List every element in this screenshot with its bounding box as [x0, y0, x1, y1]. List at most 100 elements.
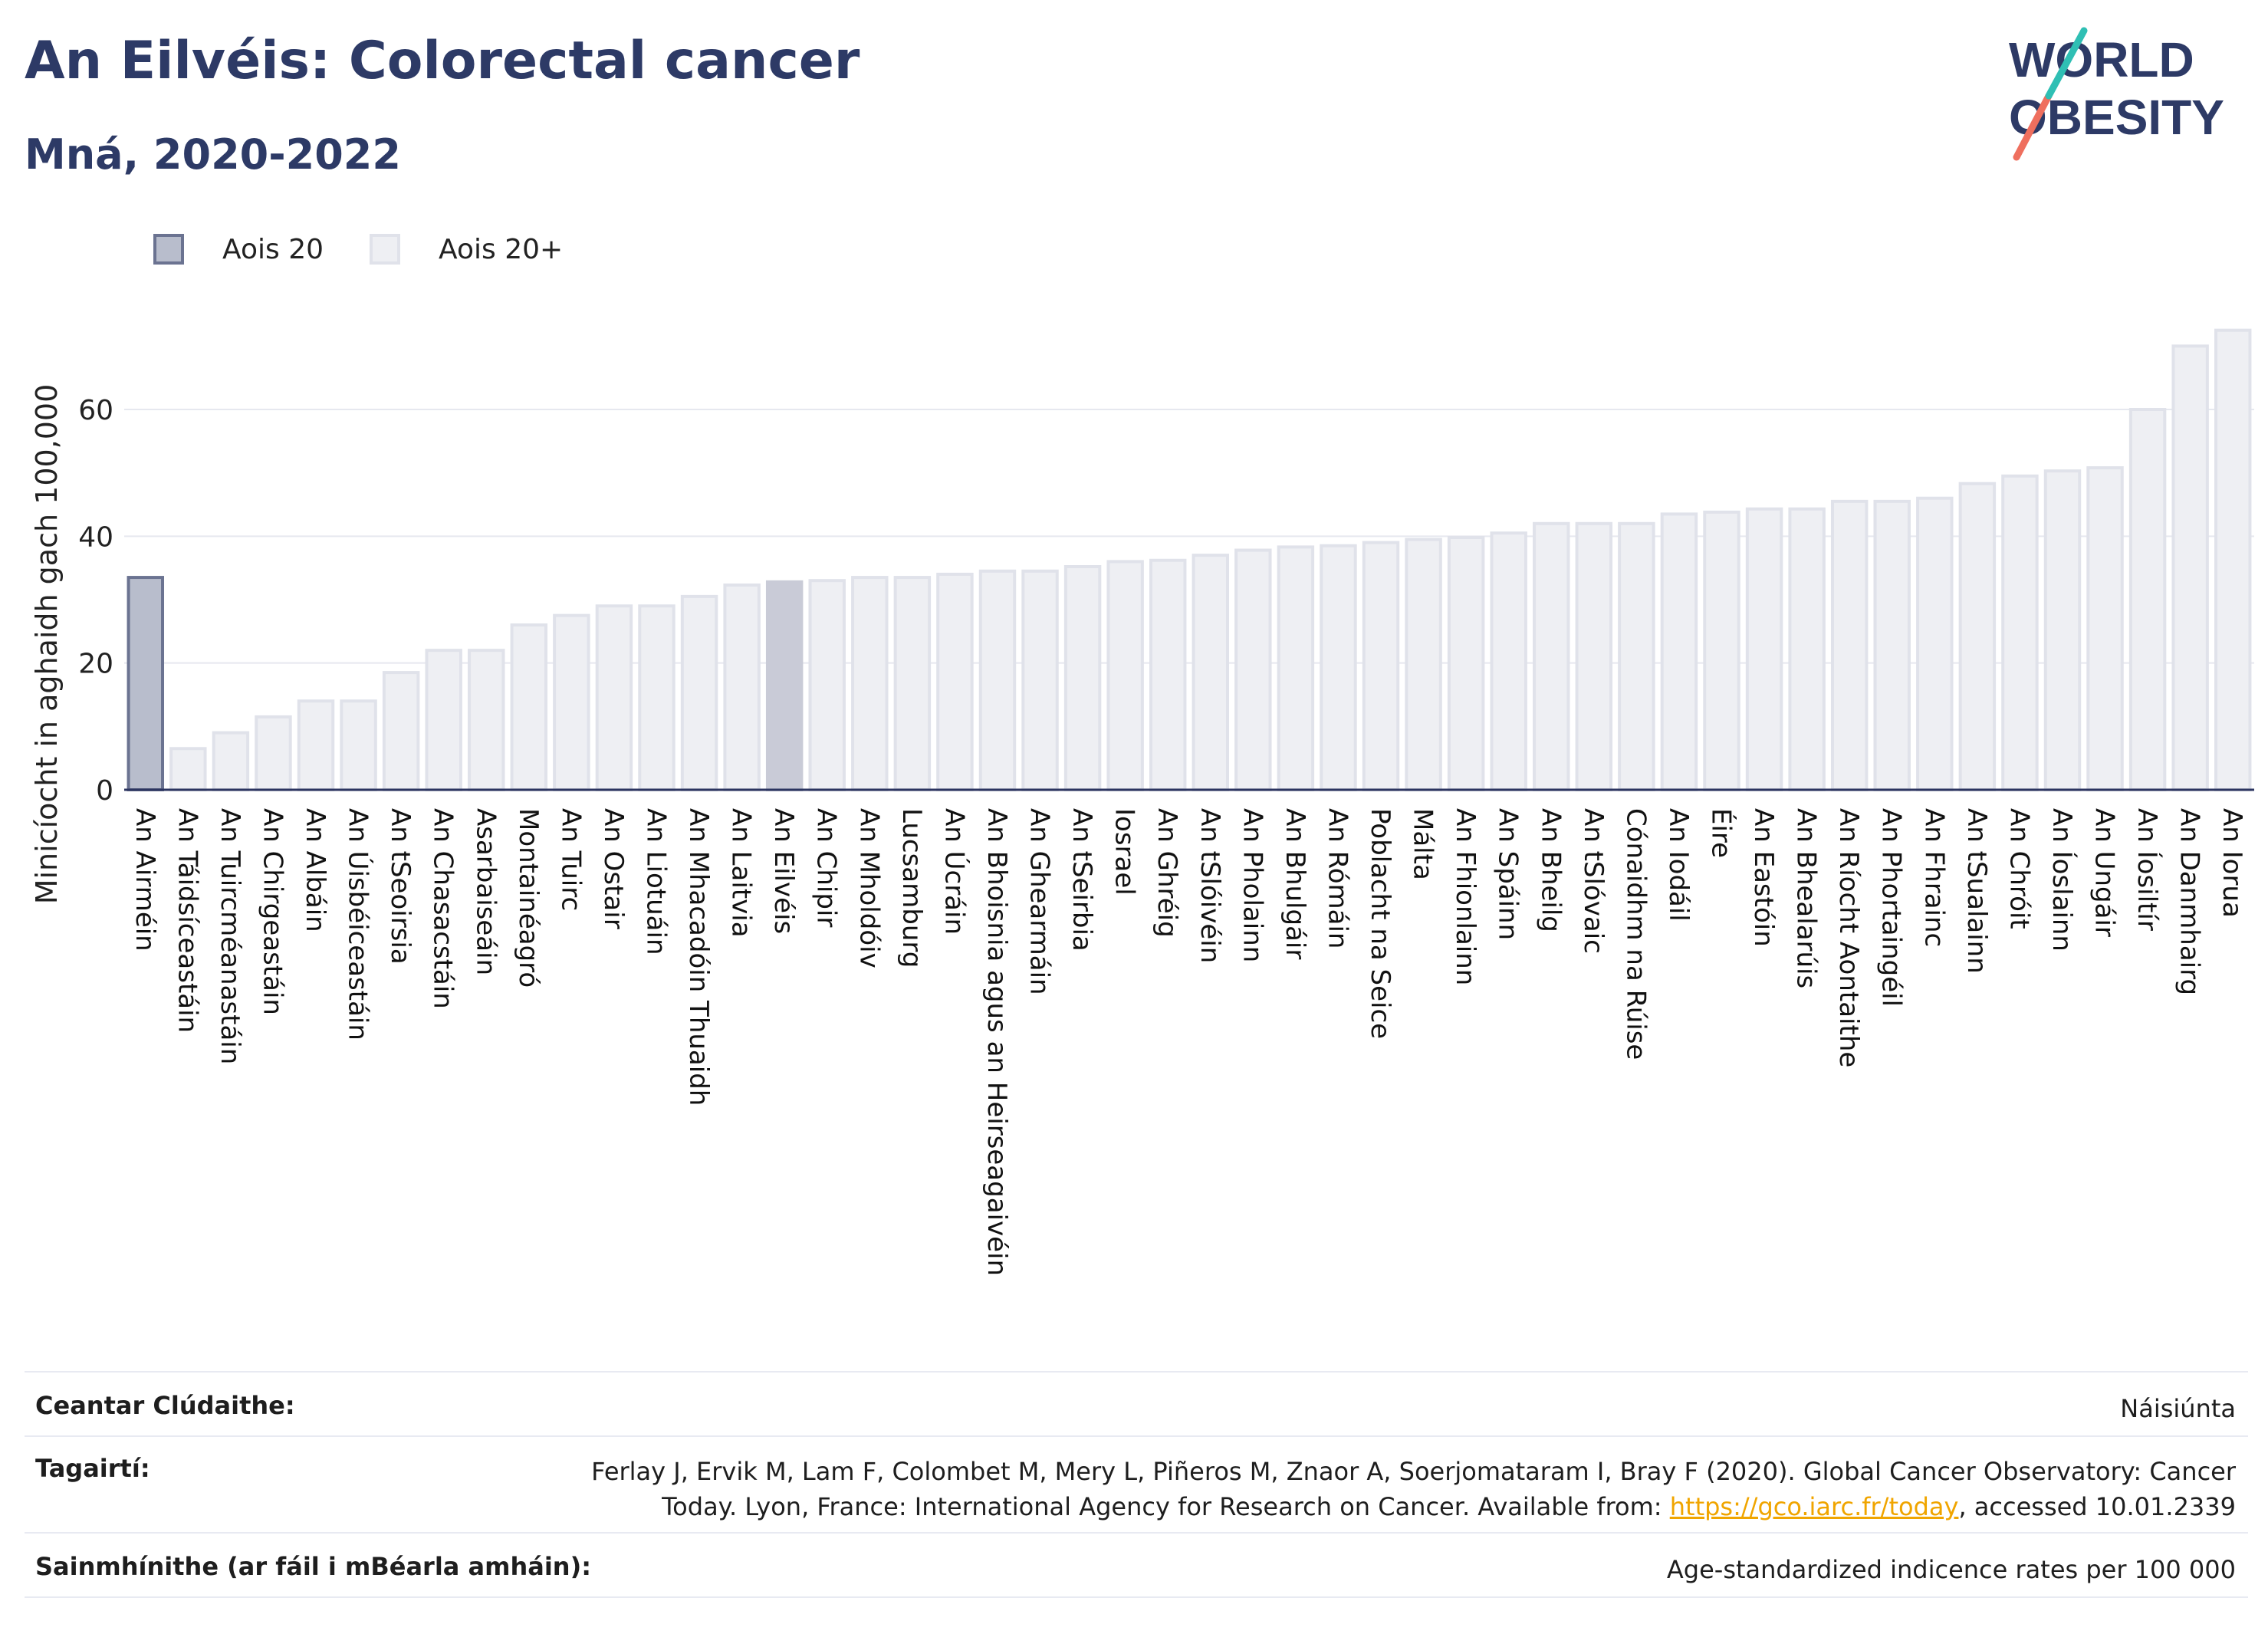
x-tick-label: Asarbaiseáin [470, 808, 501, 975]
bar [1320, 544, 1357, 791]
references-line-2-prefix: Today. Lyon, France: International Agenc… [662, 1492, 1670, 1521]
chart-subtitle: Mná, 2020-2022 [25, 130, 401, 179]
bar [1916, 496, 1954, 791]
x-tick-label: An Ghearmáin [1024, 808, 1055, 995]
x-tick-label: An tSualainn [1961, 808, 1992, 974]
x-tick-label: An Pholainn [1237, 808, 1267, 962]
x-tick-label: An Iorua [2217, 808, 2247, 918]
bar [2086, 466, 2124, 791]
x-tick-label: An tSlóivéin [1195, 808, 1225, 963]
bar [1745, 507, 1783, 791]
x-tick-label: Málta [1408, 808, 1438, 880]
bar [510, 623, 548, 792]
bar [680, 594, 718, 791]
references-line-2-suffix: , accessed 10.01.2339 [1958, 1492, 2236, 1521]
bar [2128, 408, 2167, 791]
bar [1106, 560, 1144, 791]
meta-divider [25, 1371, 2248, 1373]
bar [425, 649, 462, 792]
x-tick-label: An Eastóin [1748, 808, 1779, 947]
x-tick-label: Cónaidhm na Rúise [1620, 808, 1651, 1060]
legend-item-aois-20[interactable]: Aois 20 [153, 234, 324, 265]
y-tick-label: 0 [96, 775, 113, 807]
x-tick-label: An Bheilg [1535, 808, 1566, 932]
x-tick-label: Iosrael [1109, 808, 1140, 896]
bar [1873, 499, 1911, 791]
x-tick-label: An Chirgeastáin [257, 808, 288, 1015]
meta-divider [25, 1435, 2248, 1437]
bar [765, 580, 804, 791]
meta-divider [25, 1596, 2248, 1598]
x-tick-label: An Ríocht Aontaithe [1833, 808, 1864, 1067]
x-tick-label: An Danmhairg [2174, 808, 2205, 995]
x-tick-label: An Airméin [130, 808, 160, 952]
x-tick-label: An Mhacadóin Thuaidh [683, 808, 714, 1106]
x-tick-label: An Liotuáin [641, 808, 672, 955]
x-tick-label: An Chipir [811, 808, 842, 927]
legend-swatch-aois-20 [153, 234, 184, 265]
bar [1490, 531, 1527, 791]
bar [1234, 548, 1272, 791]
x-tick-label: An Úisbéiceastáin [343, 808, 374, 1041]
bar [255, 715, 292, 792]
bar [1362, 541, 1400, 791]
x-tick-label: An Úcráin [938, 808, 970, 935]
x-tick-label: An Bhulgáir [1280, 808, 1310, 959]
coverage-label: Ceantar Clúdaithe: [35, 1391, 295, 1420]
x-tick-label: An Fhrainc [1918, 808, 1949, 947]
bar [553, 613, 590, 791]
bar [1533, 521, 1570, 791]
bar [893, 576, 932, 791]
y-tick-label: 60 [78, 395, 113, 426]
x-tick-label: An Táidsíceastáin [172, 808, 202, 1033]
references-line-1: Ferlay J, Ervik M, Lam F, Colombet M, Me… [591, 1457, 2236, 1486]
x-tick-label: An Ghréig [1152, 808, 1182, 938]
bar [2043, 469, 2082, 791]
bar [212, 731, 250, 791]
bar [169, 747, 207, 791]
bar [1192, 554, 1230, 791]
x-tick-label: An Ostair [598, 808, 629, 929]
x-tick-label: An Iodáil [1663, 808, 1694, 922]
x-tick-label: An Eilvéis [768, 808, 799, 934]
bar [808, 579, 846, 791]
world-obesity-logo: WORLD OBESITY [2009, 27, 2224, 161]
x-tick-label: An tSeirbia [1067, 808, 1097, 952]
x-tick-label: An Íoslainn [2046, 808, 2078, 952]
x-tick-label: An Phortaingéil [1876, 808, 1907, 1007]
x-tick-label: An Tuirc [555, 808, 586, 911]
bar [1660, 512, 1698, 791]
x-tick-label: Lucsamburg [896, 808, 927, 968]
bar [127, 576, 165, 791]
x-tick-label: An Fhionlainn [1450, 808, 1481, 985]
legend-item-aois-20-plus[interactable]: Aois 20+ [370, 234, 563, 265]
bar [382, 671, 420, 791]
x-tick-label: An tSlóvaic [1578, 808, 1609, 954]
chart-title: An Eilvéis: Colorectal cancer [25, 31, 860, 91]
bar [595, 604, 633, 791]
x-tick-label: Montainéagró [513, 808, 544, 988]
x-tick-label: An Mholdóiv [853, 808, 884, 968]
bar [297, 699, 335, 791]
bar [468, 649, 505, 792]
x-tick-label: An Bhealarúis [1791, 808, 1822, 988]
references-link[interactable]: https://gco.iarc.fr/today [1669, 1492, 1959, 1521]
bar [1830, 499, 1869, 791]
x-tick-label: An tSeoirsia [385, 808, 416, 965]
bar [978, 569, 1017, 791]
x-tick-label: An Chróit [2003, 808, 2034, 929]
x-tick-label: An Laitvia [726, 808, 757, 938]
references-value: Ferlay J, Ervik M, Lam F, Colombet M, Me… [591, 1454, 2236, 1524]
references-label: Tagairtí: [35, 1454, 150, 1483]
bar [1405, 538, 1442, 791]
bar [851, 576, 889, 791]
x-tick-label: An Albáin [300, 808, 330, 932]
y-axis-label: Minicíocht in aghaidh gach 100,000 [30, 384, 64, 905]
y-tick-label: 20 [78, 649, 113, 680]
bar [723, 583, 761, 791]
bar [2001, 474, 2039, 791]
legend-swatch-aois-20-plus [370, 234, 401, 265]
x-tick-label: An Bhoisnia agus an Heirseagaivéin [981, 808, 1012, 1276]
bar [1149, 558, 1187, 791]
bar [1277, 545, 1315, 791]
